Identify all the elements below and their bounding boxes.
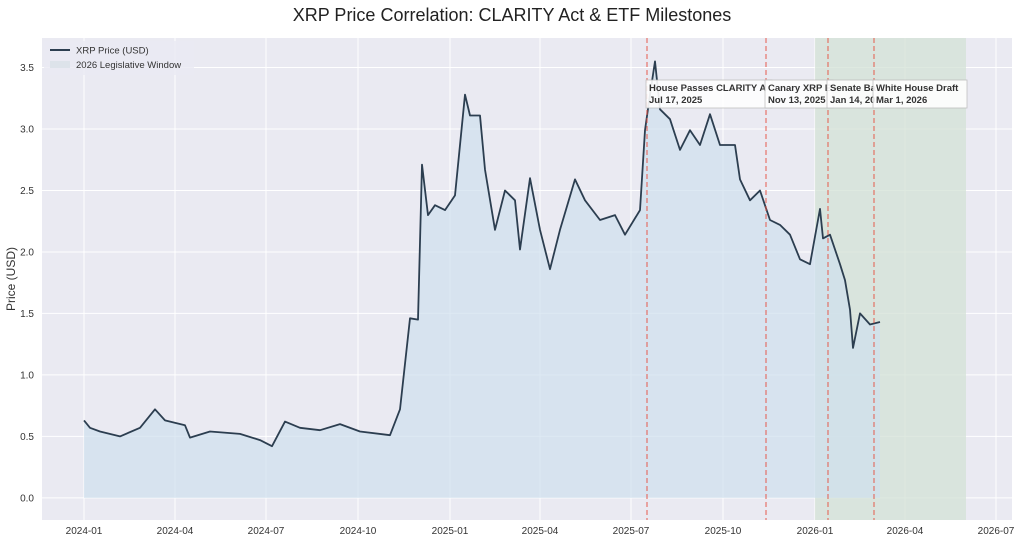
price-area-fill (84, 61, 880, 498)
event-label: Senate Ba (830, 83, 877, 94)
x-tick-label: 2026-07 (978, 526, 1015, 537)
x-tick-label: 2025-07 (613, 526, 650, 537)
x-tick-label: 2024-04 (157, 526, 194, 537)
event-label: Canary XRP E (768, 83, 831, 94)
y-tick-label: 0.0 (20, 493, 34, 504)
chart-title: XRP Price Correlation: CLARITY Act & ETF… (293, 5, 732, 25)
x-tick-label: 2026-04 (887, 526, 924, 537)
event-annotation-box (764, 79, 834, 109)
legend-item-price: XRP Price (USD) (76, 46, 149, 57)
x-tick-label: 2025-01 (432, 526, 469, 537)
x-tick-label: 2024-01 (66, 526, 103, 537)
x-tick-label: 2026-01 (797, 526, 834, 537)
x-tick-label: 2025-10 (705, 526, 742, 537)
event-date: Nov 13, 2025 (768, 95, 826, 106)
x-tick-label: 2024-10 (340, 526, 377, 537)
y-axis-label: Price (USD) (4, 247, 18, 311)
y-tick-label: 1.5 (20, 309, 34, 320)
legend-window-swatch (50, 61, 70, 68)
y-tick-label: 2.0 (20, 247, 34, 258)
y-tick-label: 3.5 (20, 63, 34, 74)
x-tick-label: 2025-04 (522, 526, 559, 537)
legend: XRP Price (USD) 2026 Legislative Window (44, 41, 194, 75)
axis-ticks: 2024-01 2024-04 2024-07 2024-10 2025-01 2025-… (20, 63, 1015, 537)
legend-item-window: 2026 Legislative Window (76, 60, 181, 71)
event-label: White House Draft (876, 83, 959, 94)
event-annotation-box (645, 79, 773, 109)
price-line (83, 60, 881, 448)
event-annotation-box (826, 79, 879, 109)
event-date: Mar 1, 2026 (876, 95, 927, 106)
x-tick-label: 2024-07 (248, 526, 285, 537)
event-date: Jan 14, 20 (830, 95, 875, 106)
y-tick-label: 0.5 (20, 432, 34, 443)
event-date: Jul 17, 2025 (649, 95, 703, 106)
y-tick-label: 3.0 (20, 124, 34, 135)
price-series (83, 60, 881, 498)
y-tick-label: 1.0 (20, 370, 34, 381)
y-tick-label: 2.5 (20, 186, 34, 197)
event-label: House Passes CLARITY A (649, 83, 766, 94)
event-annotation-box (872, 79, 968, 109)
